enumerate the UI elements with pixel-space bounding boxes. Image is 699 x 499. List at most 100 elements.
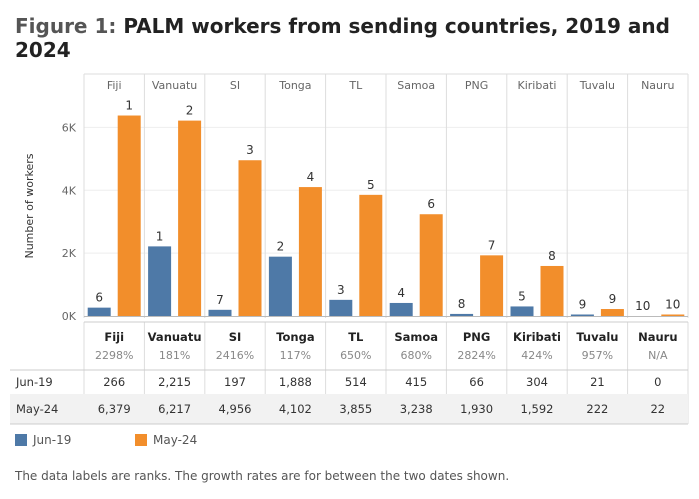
table-growth-rate: N/A: [648, 349, 668, 362]
table-value-may24: 4,102: [279, 402, 312, 416]
bar-may24: [298, 187, 322, 316]
table-growth-rate: 2298%: [95, 349, 133, 362]
table-row-label-may24: May-24: [16, 402, 58, 416]
rank-label: 8: [548, 249, 556, 263]
legend-item-may24: May-24: [135, 433, 197, 447]
y-tick-label: 4K: [62, 184, 77, 197]
rank-label: 5: [367, 178, 375, 192]
legend-label-may24: May-24: [153, 433, 198, 447]
rank-label: 4: [307, 170, 315, 184]
table-value-may24: 3,855: [339, 402, 372, 416]
table-row-label-jun19: Jun-19: [15, 375, 53, 389]
footnote: The data labels are ranks. The growth ra…: [15, 469, 510, 483]
rank-label: 4: [397, 286, 405, 300]
bar-jun19: [389, 302, 413, 316]
table-country-name: Tonga: [276, 330, 314, 344]
table-value-may24: 222: [586, 402, 608, 416]
column-header: Nauru: [641, 79, 674, 92]
table-country-name: Vanuatu: [148, 330, 202, 344]
table-country-name: Samoa: [394, 330, 438, 344]
rank-label: 9: [609, 292, 617, 306]
bar-may24: [600, 309, 624, 316]
bar-may24: [238, 160, 262, 316]
table-value-jun19: 415: [405, 375, 427, 389]
legend-swatch-jun19: [15, 434, 27, 446]
column-header: Kiribati: [518, 79, 557, 92]
column-header: Tonga: [278, 79, 311, 92]
table-value-may24: 6,379: [98, 402, 131, 416]
legend-swatch-may24: [135, 434, 147, 446]
rank-label: 8: [458, 297, 466, 311]
table-growth-rate: 181%: [159, 349, 190, 362]
table-growth-rate: 117%: [280, 349, 311, 362]
table-country-name: PNG: [463, 330, 491, 344]
table-value-jun19: 2,215: [158, 375, 191, 389]
table-value-may24: 1,592: [521, 402, 554, 416]
bar-may24: [178, 120, 202, 316]
column-header: Fiji: [107, 79, 122, 92]
table-growth-rate: 650%: [340, 349, 371, 362]
rank-label: 1: [156, 229, 164, 243]
y-tick-label: 0K: [62, 310, 77, 323]
bar-jun19: [570, 314, 594, 316]
bar-jun19: [208, 309, 232, 316]
rank-label: 10: [635, 299, 650, 313]
table-country-name: Kiribati: [513, 330, 561, 344]
table-country-name: Nauru: [638, 330, 677, 344]
table-country-name: TL: [348, 330, 364, 344]
column-header: Vanuatu: [152, 79, 197, 92]
bar-jun19: [268, 256, 292, 316]
table-value-jun19: 21: [590, 375, 605, 389]
chart-title-text: PALM workers from sending countries, 201…: [15, 14, 670, 62]
column-header: SI: [230, 79, 240, 92]
bar-may24: [359, 194, 383, 316]
rank-label: 3: [337, 283, 345, 297]
rank-label: 1: [125, 99, 133, 113]
figure-label: Figure 1:: [15, 14, 117, 38]
bar-may24: [480, 255, 504, 316]
column-header: PNG: [465, 79, 488, 92]
table-country-name: SI: [229, 330, 242, 344]
table-growth-rate: 2824%: [457, 349, 495, 362]
table-value-jun19: 197: [224, 375, 246, 389]
y-axis-label: Number of workers: [23, 153, 36, 258]
bar-jun19: [148, 246, 172, 316]
rank-label: 3: [246, 143, 254, 157]
table-value-jun19: 304: [526, 375, 548, 389]
table-value-may24: 6,217: [158, 402, 191, 416]
chart-title: Figure 1: PALM workers from sending coun…: [15, 14, 690, 62]
table-growth-rate: 680%: [400, 349, 431, 362]
table-value-jun19: 266: [103, 375, 125, 389]
table-country-name: Tuvalu: [576, 330, 618, 344]
table-value-may24: 4,956: [219, 402, 252, 416]
rank-label: 7: [488, 238, 496, 252]
bar-may24: [540, 265, 564, 316]
y-tick-label: 2K: [62, 247, 77, 260]
rank-label: 5: [518, 289, 526, 303]
rank-label: 6: [427, 197, 435, 211]
table-country-name: Fiji: [104, 330, 124, 344]
table-value-may24: 3,238: [400, 402, 433, 416]
table-value-jun19: 514: [345, 375, 367, 389]
column-header: Samoa: [397, 79, 435, 92]
bar-jun19: [450, 313, 474, 316]
rank-label: 6: [95, 291, 103, 305]
table-value-jun19: 66: [469, 375, 484, 389]
table-value-jun19: 1,888: [279, 375, 312, 389]
bar-jun19: [510, 306, 534, 316]
table-value-jun19: 0: [654, 375, 661, 389]
rank-label: 7: [216, 293, 224, 307]
bar-jun19: [87, 307, 111, 316]
rank-label: 9: [579, 298, 587, 312]
column-header: Tuvalu: [579, 79, 615, 92]
bar-jun19: [329, 299, 353, 316]
legend-label-jun19: Jun-19: [33, 433, 72, 447]
legend-item-jun19: Jun-19: [15, 433, 71, 447]
table-value-may24: 22: [650, 402, 665, 416]
rank-label: 2: [186, 104, 194, 118]
bar-may24: [661, 314, 685, 316]
table-growth-rate: 424%: [521, 349, 552, 362]
table-value-may24: 1,930: [460, 402, 493, 416]
table-growth-rate: 2416%: [216, 349, 254, 362]
bar-may24: [419, 214, 443, 316]
